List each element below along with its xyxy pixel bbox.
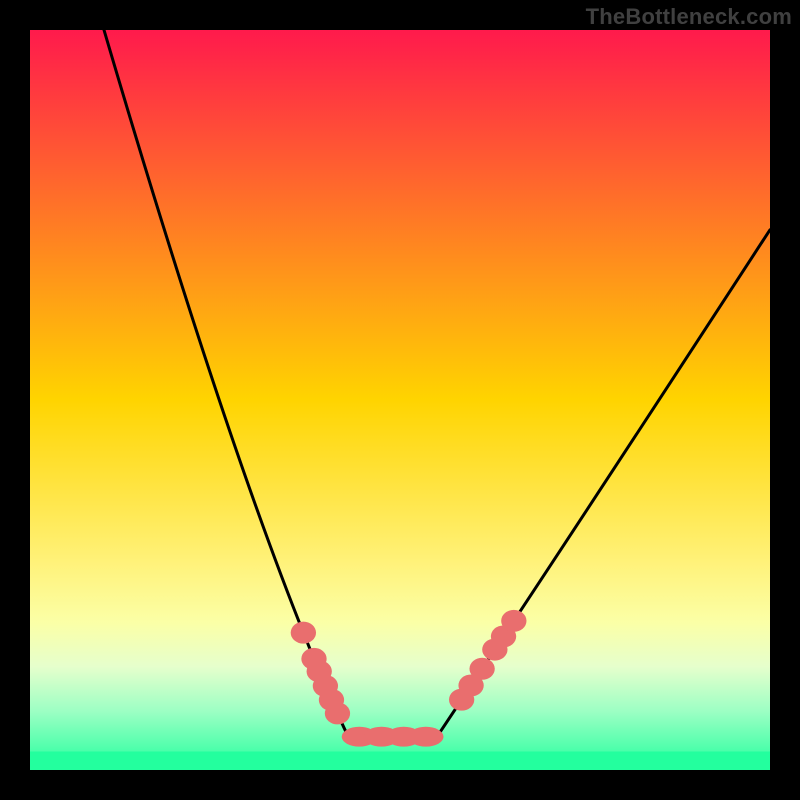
- series-marker: [291, 622, 316, 644]
- floor-band: [30, 752, 770, 771]
- series-marker: [325, 702, 350, 724]
- chart-frame: TheBottleneck.com: [0, 0, 800, 800]
- watermark-text: TheBottleneck.com: [586, 4, 792, 30]
- series-marker: [408, 727, 443, 747]
- series-marker: [501, 610, 526, 632]
- chart-svg: [0, 0, 800, 800]
- series-marker: [469, 658, 494, 680]
